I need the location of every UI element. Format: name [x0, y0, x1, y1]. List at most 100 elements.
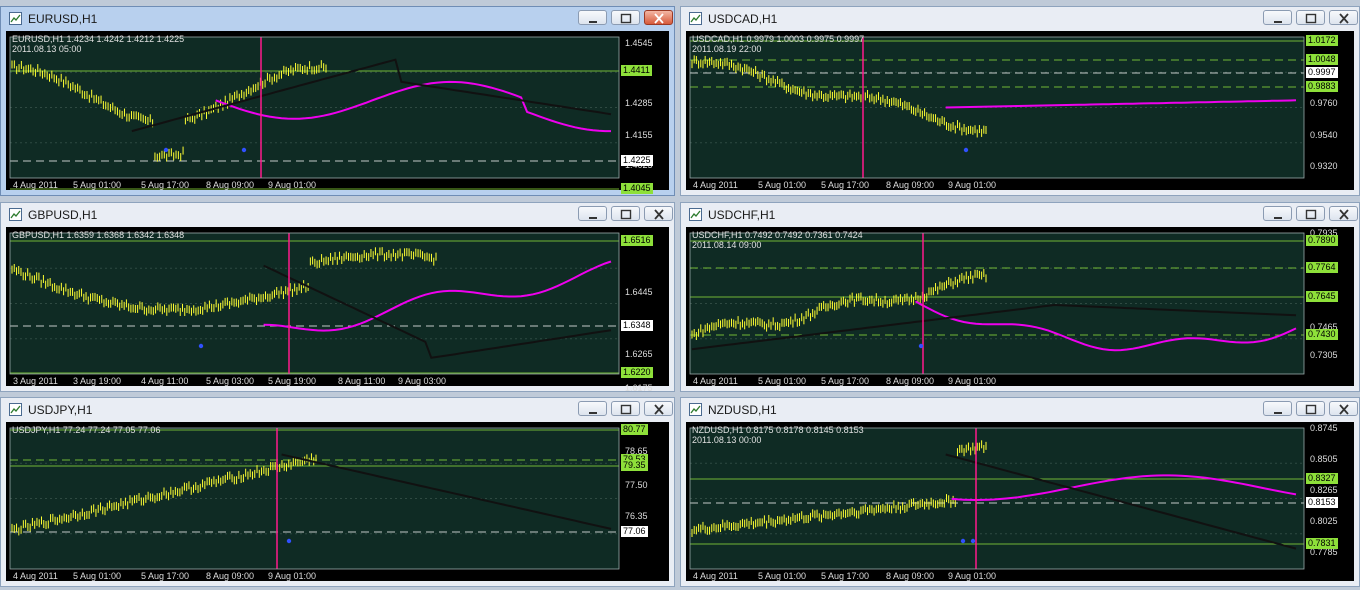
time-axis-label: 5 Aug 17:00	[821, 180, 870, 190]
minimize-icon	[589, 412, 597, 414]
restore-button[interactable]	[611, 10, 640, 25]
price-level-tag: 1.6220	[621, 367, 653, 378]
plot-frame	[689, 427, 1305, 570]
price-level-tag: 1.4411	[621, 65, 652, 76]
chart-window-icon	[689, 12, 702, 25]
time-axis-label: 5 Aug 17:00	[141, 180, 190, 190]
plot-frame	[9, 232, 620, 375]
time-axis-label: 4 Aug 2011	[693, 180, 738, 190]
price-chart[interactable]	[6, 422, 671, 583]
minimize-button[interactable]	[578, 10, 607, 25]
title-bar[interactable]: NZDUSD,H1	[681, 398, 1359, 422]
chart-window-usdchf[interactable]: USDCHF,H1 USDCHF,H1 0.7492 0.7492 0.7361 …	[680, 202, 1360, 392]
restore-button[interactable]	[1296, 401, 1325, 416]
close-button[interactable]	[1329, 10, 1358, 25]
ohlc-values: USDJPY,H1 77.24 77.24 77.05 77.06	[12, 425, 161, 435]
window-title: USDCAD,H1	[708, 12, 778, 26]
minimize-button[interactable]	[1263, 206, 1292, 221]
price-axis-label: 0.9540	[1310, 130, 1338, 140]
restore-icon	[620, 404, 632, 415]
time-axis-label: 9 Aug 01:00	[948, 376, 997, 386]
title-bar[interactable]: USDCHF,H1	[681, 203, 1359, 227]
chart-area[interactable]: USDCHF,H1 0.7492 0.7492 0.7361 0.7424 201…	[686, 227, 1354, 386]
restore-button[interactable]	[611, 206, 640, 221]
price-axis-label: 0.7305	[1310, 350, 1338, 360]
signal-dot	[286, 538, 292, 544]
window-title: USDCHF,H1	[708, 208, 776, 222]
moving-average-black	[281, 453, 612, 530]
minimize-button[interactable]	[1263, 401, 1292, 416]
time-axis-label: 4 Aug 11:00	[141, 376, 189, 386]
chart-area[interactable]: USDCAD,H1 0.9979 1.0003 0.9975 0.9997 201…	[686, 31, 1354, 190]
price-level-tag: 0.7831	[1306, 538, 1338, 549]
time-axis-label: 5 Aug 01:00	[73, 571, 122, 581]
chart-window-gbpusd[interactable]: GBPUSD,H1 GBPUSD,H1 1.6359 1.6368 1.6342 …	[0, 202, 675, 393]
price-axis-label: 0.8025	[1310, 516, 1338, 526]
time-axis-label: 5 Aug 01:00	[758, 180, 807, 190]
price-chart[interactable]	[6, 31, 671, 192]
title-bar[interactable]: USDJPY,H1	[1, 398, 674, 422]
restore-icon	[1305, 13, 1317, 24]
time-axis-label: 8 Aug 09:00	[206, 180, 255, 190]
chart-window-eurusd[interactable]: EURUSD,H1 EURUSD,H1 1.4234 1.4242 1.4212 …	[0, 6, 675, 196]
title-bar[interactable]: EURUSD,H1	[1, 7, 674, 31]
moving-average-magenta	[215, 80, 611, 133]
moving-average-black	[131, 58, 612, 133]
minimize-button[interactable]	[578, 206, 607, 221]
restore-button[interactable]	[1296, 206, 1325, 221]
price-axis-label: 1.4155	[625, 130, 653, 140]
price-axis-label: 1.4285	[625, 98, 653, 108]
time-axis-label: 5 Aug 17:00	[821, 571, 870, 581]
time-axis-label: 9 Aug 01:00	[948, 571, 997, 581]
chart-window-usdcad[interactable]: USDCAD,H1 USDCAD,H1 0.9979 1.0003 0.9975 …	[680, 6, 1360, 196]
time-axis-label: 5 Aug 01:00	[758, 571, 807, 581]
price-chart[interactable]	[686, 227, 1356, 388]
minimize-icon	[589, 21, 597, 23]
minimize-button[interactable]	[1263, 10, 1292, 25]
chart-area[interactable]: USDJPY,H1 77.24 77.24 77.05 77.0679.7578…	[6, 422, 669, 581]
time-axis-label: 4 Aug 2011	[693, 571, 738, 581]
chart-area[interactable]: EURUSD,H1 1.4234 1.4242 1.4212 1.4225 201…	[6, 31, 671, 194]
restore-button[interactable]	[1296, 10, 1325, 25]
title-bar[interactable]: GBPUSD,H1	[1, 203, 674, 227]
price-axis-label: 1.6445	[625, 287, 653, 297]
time-axis-label: 8 Aug 09:00	[886, 376, 935, 386]
moving-average-magenta	[945, 99, 1297, 109]
close-button[interactable]	[644, 401, 673, 416]
restore-icon	[1305, 209, 1317, 220]
minimize-icon	[589, 217, 597, 219]
time-axis-label: 4 Aug 2011	[13, 571, 58, 581]
price-level-tag: 0.7764	[1306, 262, 1338, 273]
price-axis-label: 1.6265	[625, 349, 653, 359]
close-icon	[654, 209, 664, 220]
chart-window-usdjpy[interactable]: USDJPY,H1 USDJPY,H1 77.24 77.24 77.05 77.…	[0, 397, 675, 587]
restore-icon	[620, 13, 632, 24]
minimize-button[interactable]	[578, 401, 607, 416]
restore-icon	[1305, 404, 1317, 415]
price-level-tag: 1.4225	[621, 155, 653, 166]
chart-area[interactable]: GBPUSD,H1 1.6359 1.6368 1.6342 1.6348 1.6…	[6, 227, 671, 393]
signal-dot	[963, 147, 969, 153]
ohlc-values: USDCAD,H1 0.9979 1.0003 0.9975 0.9997	[692, 34, 865, 44]
close-button[interactable]	[1329, 401, 1358, 416]
chart-window-icon	[689, 208, 702, 221]
price-chart[interactable]	[6, 227, 671, 388]
price-axis-label: 0.9320	[1310, 161, 1338, 171]
title-bar[interactable]: USDCAD,H1	[681, 7, 1359, 31]
time-axis-label: 5 Aug 17:00	[141, 571, 190, 581]
ohlc-date: 2011.08.13 00:00	[692, 435, 762, 445]
time-axis-label: 8 Aug 09:00	[886, 180, 935, 190]
close-button[interactable]	[644, 206, 673, 221]
price-level-tag: 1.6516	[621, 235, 653, 246]
time-axis-label: 9 Aug 01:00	[268, 180, 317, 190]
restore-icon	[620, 209, 632, 220]
chart-window-nzdusd[interactable]: NZDUSD,H1 NZDUSD,H1 0.8175 0.8178 0.8145 …	[680, 397, 1360, 587]
close-button[interactable]	[644, 10, 673, 25]
close-button[interactable]	[1329, 206, 1358, 221]
price-chart[interactable]	[686, 422, 1356, 583]
ohlc-values: NZDUSD,H1 0.8175 0.8178 0.8145 0.8153	[692, 425, 864, 435]
price-axis-label: 77.50	[625, 480, 648, 490]
restore-button[interactable]	[611, 401, 640, 416]
price-chart[interactable]	[686, 31, 1356, 192]
chart-area[interactable]: NZDUSD,H1 0.8175 0.8178 0.8145 0.8153 201…	[686, 422, 1354, 581]
